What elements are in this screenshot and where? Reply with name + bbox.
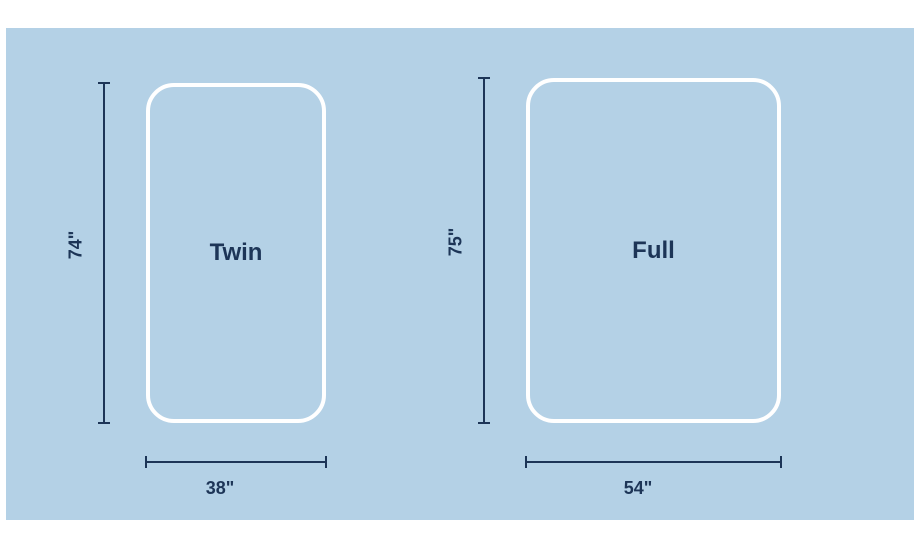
full-label: Full [632,237,675,265]
full-width-label: 54" [624,478,653,499]
diagram-frame: Twin74"38"Full75"54" [6,28,914,520]
full-height-label: 75" [446,228,467,257]
full-group: Full 75" 54" [6,28,914,520]
